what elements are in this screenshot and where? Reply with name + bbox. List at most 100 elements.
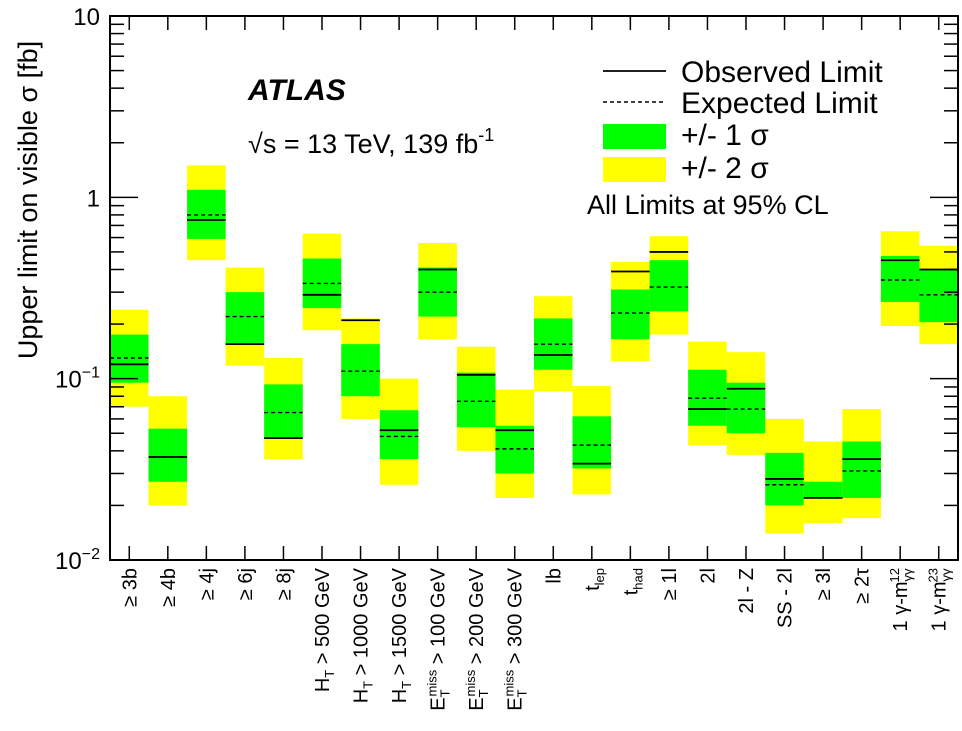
x-tick-label-main: ≥ 4b — [158, 568, 180, 607]
y-tick-label-exponent: −1 — [82, 365, 100, 382]
x-tick-label-sub: lep — [592, 568, 607, 585]
x-tick-label-3: ≥ 6j — [235, 568, 257, 600]
x-tick-label-19: ≥ 2τ — [852, 568, 874, 604]
x-tick-label-sub: T — [399, 681, 414, 689]
x-tick-label-sup: miss — [425, 669, 440, 696]
x-tick-label-main: E — [428, 697, 450, 710]
x-tick-label-main: ≥ 4j — [196, 568, 218, 600]
x-tick-label-0: ≥ 3b — [119, 568, 141, 607]
x-tick-label-sub: T — [361, 681, 376, 689]
legend: Observed Limit Expected Limit +/- 1 σ +/… — [587, 56, 883, 220]
y-tick-label-exponent: −2 — [82, 546, 100, 563]
x-tick-label-main: ≥ 6j — [235, 568, 257, 600]
one-sigma-band-2 — [187, 189, 226, 239]
x-tick-label-10: ETmiss > 300 GeV — [502, 567, 530, 710]
legend-two-sigma-label: +/- 2 σ — [681, 152, 769, 185]
x-tick-label-main: H — [389, 689, 411, 703]
x-tick-label-sup: 12 — [887, 568, 902, 582]
x-tick-label-post: > 100 GeV — [428, 567, 450, 669]
y-tick-label-base: 10 — [55, 367, 82, 394]
x-tick-label-21: 1 γ-mγγ23 — [926, 568, 954, 632]
y-tick-label-1: 1 — [87, 185, 100, 212]
x-tick-label-14: ≥ 1l — [659, 568, 681, 600]
legend-one-sigma-label: +/- 1 σ — [681, 119, 769, 152]
x-tick-label-main: SS - 2l — [775, 568, 797, 628]
x-tick-label-post: > 300 GeV — [505, 567, 527, 669]
one-sigma-band-4 — [264, 384, 303, 439]
x-tick-label-sub: γγ — [939, 568, 954, 582]
legend-expected-label: Expected Limit — [681, 87, 878, 120]
x-tick-label-main: E — [505, 697, 527, 710]
x-tick-label-sub: T — [438, 689, 453, 697]
x-tick-label-4: ≥ 8j — [273, 568, 295, 600]
one-sigma-band-5 — [302, 258, 342, 309]
one-sigma-band-13 — [611, 289, 650, 340]
x-tick-label-9: ETmiss > 200 GeV — [463, 567, 491, 710]
x-tick-label-16: 2l - Z — [736, 568, 758, 614]
x-tick-label-6: HT > 1000 GeV — [351, 567, 376, 703]
x-tick-label-2: ≥ 4j — [196, 568, 218, 600]
one-sigma-band-1 — [148, 428, 188, 482]
x-tick-label-15: 2l — [697, 568, 719, 584]
x-tick-label-main: ≥ 3l — [813, 568, 835, 600]
one-sigma-band-7 — [379, 410, 419, 460]
limit-lines-layer — [110, 214, 958, 499]
x-tick-label-12: tlep — [582, 568, 607, 591]
x-tick-label-20: 1 γ-mγγ12 — [887, 568, 915, 632]
x-tick-label-main: 1 γ-m — [890, 581, 912, 631]
x-tick-label-main: E — [466, 697, 488, 710]
x-tick-label-main: 2l — [697, 568, 719, 584]
one-sigma-band-0 — [110, 334, 149, 383]
one-sigma-band-12 — [572, 416, 612, 469]
x-tick-label-sub: had — [630, 568, 645, 590]
x-tick-label-sub: γγ — [900, 568, 915, 582]
x-tick-label-post: > 1000 GeV — [351, 567, 373, 681]
one-sigma-band-8 — [418, 267, 457, 317]
one-sigma-band-14 — [649, 260, 689, 312]
x-tick-label-sup: miss — [502, 669, 517, 696]
y-tick-label-base: 1 — [87, 185, 100, 212]
one-sigma-band-6 — [341, 344, 380, 397]
x-tick-label-main: ≥ 3b — [119, 568, 141, 607]
plot-frame — [109, 15, 959, 561]
one-sigma-band-19 — [842, 441, 881, 498]
x-tick-label-post: > 500 GeV — [312, 567, 334, 669]
experiment-label: ATLAS — [247, 74, 346, 107]
y-tick-label-base: 10 — [55, 548, 82, 575]
one-sigma-band-20 — [880, 255, 920, 302]
x-tick-label-7: HT > 1500 GeV — [389, 567, 414, 703]
x-tick-label-sub: T — [476, 689, 491, 697]
x-tick-label-5: HT > 500 GeV — [312, 567, 337, 692]
x-tick-label-sup: 23 — [926, 568, 941, 582]
x-tick-label-sub: T — [515, 689, 530, 697]
x-tick-label-main: t — [620, 589, 642, 595]
one-sigma-band-21 — [919, 269, 958, 323]
ticks-layer — [110, 15, 958, 561]
y-tick-label-base: 10 — [73, 4, 100, 31]
x-tick-label-main: H — [312, 678, 334, 692]
one-sigma-band-15 — [688, 369, 727, 426]
x-tick-label-main: lb — [543, 568, 565, 584]
x-tick-label-11: lb — [543, 568, 565, 584]
y-tick-label-0: 10 — [73, 4, 100, 31]
x-tick-label-18: ≥ 3l — [813, 568, 835, 600]
x-tick-label-17: SS - 2l — [775, 568, 797, 628]
legend-observed-label: Observed Limit — [681, 56, 883, 89]
one-sigma-band-9 — [456, 372, 496, 428]
legend-one-sigma-swatch — [603, 124, 666, 149]
one-sigma-band-18 — [803, 481, 843, 498]
energy-label-sup: -1 — [478, 125, 494, 145]
one-sigma-band-3 — [225, 292, 265, 345]
y-tick-label-2: 10−1 — [55, 365, 100, 394]
x-tick-label-sub: T — [322, 670, 337, 678]
x-tick-label-main: 2l - Z — [736, 568, 758, 614]
x-tick-label-main: t — [582, 585, 604, 591]
energy-label: √s = 13 TeV, 139 fb-1 — [248, 125, 494, 159]
x-tick-label-main: ≥ 2τ — [852, 568, 874, 604]
x-tick-label-main: 1 γ-m — [929, 581, 951, 631]
x-tick-label-8: ETmiss > 100 GeV — [425, 567, 453, 710]
one-sigma-band-11 — [534, 318, 573, 370]
x-tick-label-1: ≥ 4b — [158, 568, 180, 607]
